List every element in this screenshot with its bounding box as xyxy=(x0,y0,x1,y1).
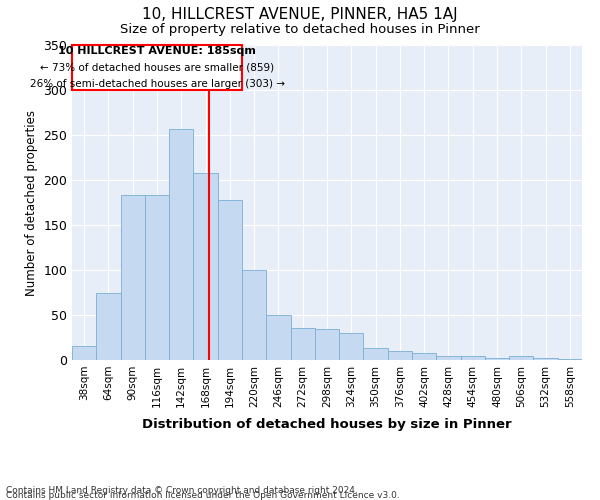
Bar xyxy=(72,45,242,90)
Bar xyxy=(121,196,145,360)
Bar xyxy=(461,356,485,360)
Bar xyxy=(242,270,266,360)
Bar xyxy=(266,315,290,360)
Y-axis label: Number of detached properties: Number of detached properties xyxy=(25,110,38,296)
Bar xyxy=(364,348,388,360)
Bar xyxy=(485,358,509,360)
Text: Contains HM Land Registry data © Crown copyright and database right 2024.: Contains HM Land Registry data © Crown c… xyxy=(6,486,358,495)
Bar xyxy=(169,128,193,360)
Bar xyxy=(533,358,558,360)
Bar xyxy=(509,356,533,360)
Bar xyxy=(388,351,412,360)
Text: Contains public sector information licensed under the Open Government Licence v3: Contains public sector information licen… xyxy=(6,491,400,500)
Bar xyxy=(436,356,461,360)
Text: 10 HILLCREST AVENUE: 185sqm: 10 HILLCREST AVENUE: 185sqm xyxy=(58,46,256,56)
Text: Size of property relative to detached houses in Pinner: Size of property relative to detached ho… xyxy=(120,22,480,36)
Bar xyxy=(339,333,364,360)
Bar xyxy=(193,173,218,360)
Bar xyxy=(145,196,169,360)
Bar xyxy=(72,346,96,360)
Text: 10, HILLCREST AVENUE, PINNER, HA5 1AJ: 10, HILLCREST AVENUE, PINNER, HA5 1AJ xyxy=(142,8,458,22)
Bar xyxy=(290,328,315,360)
Bar xyxy=(218,200,242,360)
Bar xyxy=(558,359,582,360)
Text: 26% of semi-detached houses are larger (303) →: 26% of semi-detached houses are larger (… xyxy=(29,79,284,89)
X-axis label: Distribution of detached houses by size in Pinner: Distribution of detached houses by size … xyxy=(142,418,512,431)
Text: ← 73% of detached houses are smaller (859): ← 73% of detached houses are smaller (85… xyxy=(40,62,274,72)
Bar xyxy=(315,328,339,360)
Bar xyxy=(96,292,121,360)
Bar xyxy=(412,353,436,360)
